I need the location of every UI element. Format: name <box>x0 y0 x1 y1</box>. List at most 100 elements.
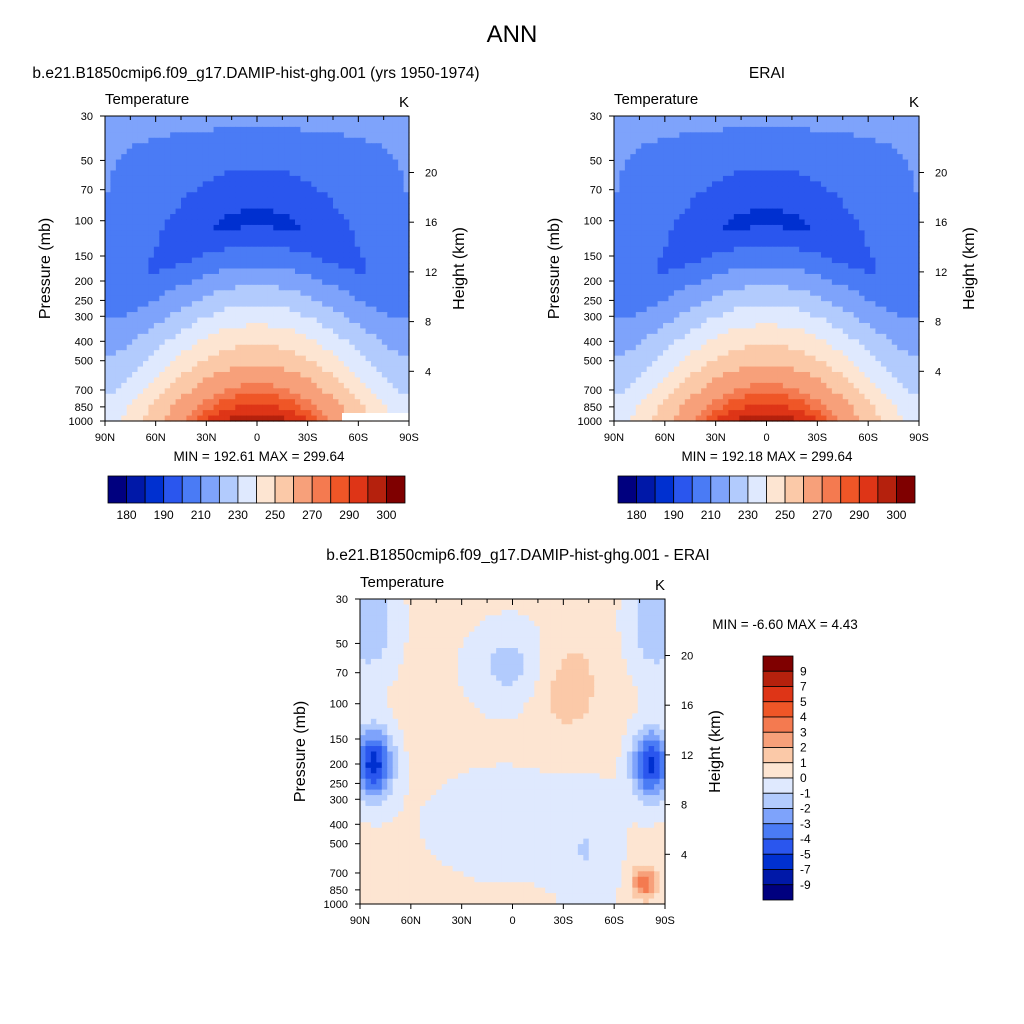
contour-cell <box>186 322 193 330</box>
contour-cell <box>273 186 280 193</box>
contour-cell <box>137 393 144 400</box>
contour-cell <box>641 126 648 133</box>
contour-cell <box>219 132 226 139</box>
contour-cell <box>148 350 155 357</box>
contour-cell <box>240 252 247 259</box>
contour-cell <box>684 159 691 166</box>
contour-cell <box>121 344 128 351</box>
contour-cell <box>684 175 691 182</box>
contour-cell <box>105 116 112 123</box>
contour-cell <box>137 132 144 139</box>
contour-cell <box>701 126 708 133</box>
contour-cell <box>181 322 188 330</box>
contour-cell <box>137 241 144 248</box>
contour-cell <box>392 214 399 221</box>
contour-cell <box>869 186 877 193</box>
contour-cell <box>360 257 367 264</box>
contour-cell <box>300 143 307 150</box>
contour-cell <box>880 284 887 291</box>
contour-cell <box>902 224 909 231</box>
contour-cell <box>826 116 833 123</box>
contour-cell <box>690 279 697 286</box>
contour-cell <box>105 224 112 231</box>
contour-cell <box>891 219 898 226</box>
contour-cell <box>810 284 817 291</box>
contour-cell <box>246 121 253 128</box>
contour-cell <box>202 399 209 406</box>
contour-cell <box>804 224 811 231</box>
contour-cell <box>251 301 258 308</box>
contour-cell <box>126 388 133 395</box>
contour-cell <box>333 393 340 400</box>
contour-cell <box>262 143 269 150</box>
contour-cell <box>322 121 329 128</box>
contour-cell <box>761 252 768 259</box>
missing-data-patch <box>342 413 409 421</box>
contour-cell <box>257 301 264 308</box>
contour-cell <box>365 121 372 128</box>
contour-cell <box>181 263 188 270</box>
contour-cell <box>349 246 356 253</box>
contour-cell <box>338 197 345 204</box>
contour-cell <box>376 322 383 330</box>
contour-cell <box>343 404 350 411</box>
contour-cell <box>793 137 800 144</box>
contour-cell <box>831 263 838 270</box>
contour-cell <box>859 257 866 264</box>
contour-cell <box>126 116 133 123</box>
contour-cell <box>322 355 329 362</box>
contour-cell <box>289 263 296 270</box>
contour-cell <box>148 224 155 231</box>
contour-cell <box>365 371 372 379</box>
contour-cell <box>657 224 664 231</box>
contour-cell <box>197 290 204 297</box>
contour-cell <box>267 344 274 351</box>
contour-cell <box>186 170 193 177</box>
plot-obs: 90N 60N 30N 0 30S 60S 90S305070100150200250300… <box>546 91 978 444</box>
contour-cell <box>186 328 193 335</box>
contour-cell <box>251 404 258 411</box>
contour-cell <box>197 388 204 395</box>
contour-cell <box>864 181 871 188</box>
contour-cell <box>712 273 719 280</box>
contour-cell <box>810 165 817 172</box>
contour-cell <box>311 197 318 204</box>
contour-cell <box>376 317 383 324</box>
contour-cell <box>229 165 236 172</box>
contour-cell <box>733 159 740 166</box>
contour-cell <box>126 143 133 150</box>
contour-cell <box>403 393 410 400</box>
contour-cell <box>706 126 713 133</box>
contour-cell <box>360 284 367 291</box>
contour-cell <box>170 317 177 324</box>
contour-cell <box>646 279 653 286</box>
contour-cell <box>815 165 822 172</box>
contour-cell <box>371 393 378 400</box>
contour-cell <box>777 208 784 215</box>
contour-cell <box>679 137 686 144</box>
contour-cell <box>164 192 171 199</box>
contour-cell <box>202 290 209 297</box>
contour-cell <box>126 252 133 259</box>
contour-cell <box>630 197 637 204</box>
contour-cell <box>153 366 160 373</box>
contour-cell <box>191 235 198 242</box>
contour-cell <box>733 208 740 215</box>
contour-cell <box>191 214 198 221</box>
contour-cell <box>684 192 691 199</box>
contour-cell <box>316 382 323 389</box>
contour-cell <box>782 257 789 264</box>
contour-cell <box>143 230 150 237</box>
contour-cell <box>392 170 399 177</box>
contour-cell <box>311 404 318 411</box>
pressure-axis-title: Pressure (mb) <box>37 218 54 319</box>
contour-cell <box>831 203 838 210</box>
contour-cell <box>137 350 144 357</box>
contour-cell <box>202 203 209 210</box>
contour-cell <box>191 148 198 155</box>
contour-cell <box>316 246 323 253</box>
contour-cell <box>908 116 915 123</box>
contour-cell <box>132 175 139 182</box>
contour-cell <box>820 235 828 242</box>
